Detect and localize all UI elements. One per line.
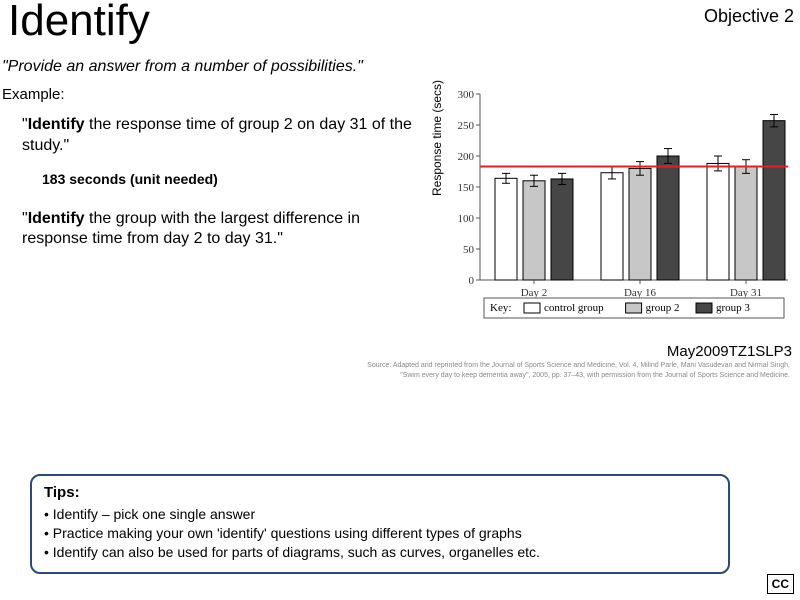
- svg-text:group 3: group 3: [716, 302, 750, 314]
- fine-print-1: Source: Adapted and reprinted from the J…: [0, 362, 800, 370]
- svg-text:200: 200: [458, 151, 475, 163]
- svg-text:50: 50: [463, 244, 475, 256]
- example-question-1: "Identify the response time of group 2 o…: [22, 115, 428, 157]
- svg-text:Day 16: Day 16: [624, 287, 657, 299]
- page-title: Identify: [8, 0, 150, 46]
- svg-text:Day 2: Day 2: [521, 287, 548, 299]
- svg-text:150: 150: [458, 182, 475, 194]
- example-answer: 183 seconds (unit needed): [42, 171, 428, 187]
- example-question-2: "Identify the group with the largest dif…: [22, 209, 428, 251]
- chart-y-axis-label: Response time (secs): [430, 80, 444, 196]
- svg-text:250: 250: [458, 120, 475, 132]
- svg-text:0: 0: [469, 275, 475, 287]
- citation: May2009TZ1SLP3: [0, 343, 800, 360]
- example-panel: Example: "Identify the response time of …: [2, 86, 434, 341]
- tips-box: Tips: Identify – pick one single answerP…: [30, 474, 730, 574]
- example-heading: Example:: [2, 86, 428, 103]
- svg-text:100: 100: [458, 213, 475, 225]
- q2-bold: Identify: [28, 210, 85, 227]
- response-time-chart: 0 50 100 150 200 250 300 Day 2 Day 16 Day 31 Key: c…: [438, 86, 798, 336]
- fine-print-2: "Swim every day to keep dementia away", …: [0, 372, 800, 380]
- svg-text:control group: control group: [544, 302, 604, 314]
- subtitle: "Provide an answer from a number of poss…: [0, 56, 800, 86]
- tips-item: Identify can also be used for parts of d…: [44, 543, 716, 562]
- svg-text:Key:: Key:: [490, 302, 511, 314]
- cc-badge: CC: [767, 574, 794, 594]
- svg-text:Day 31: Day 31: [730, 287, 762, 299]
- tips-item: Identify – pick one single answer: [44, 505, 716, 524]
- tips-list: Identify – pick one single answerPractic…: [44, 505, 716, 562]
- tips-title: Tips:: [44, 484, 716, 501]
- svg-text:group 2: group 2: [646, 302, 680, 314]
- q1-bold: Identify: [28, 116, 85, 133]
- tips-item: Practice making your own 'identify' ques…: [44, 524, 716, 543]
- svg-text:300: 300: [458, 89, 475, 101]
- chart-panel: Response time (secs) 050100150200250300D…: [438, 86, 798, 341]
- objective-label: Objective 2: [704, 6, 794, 27]
